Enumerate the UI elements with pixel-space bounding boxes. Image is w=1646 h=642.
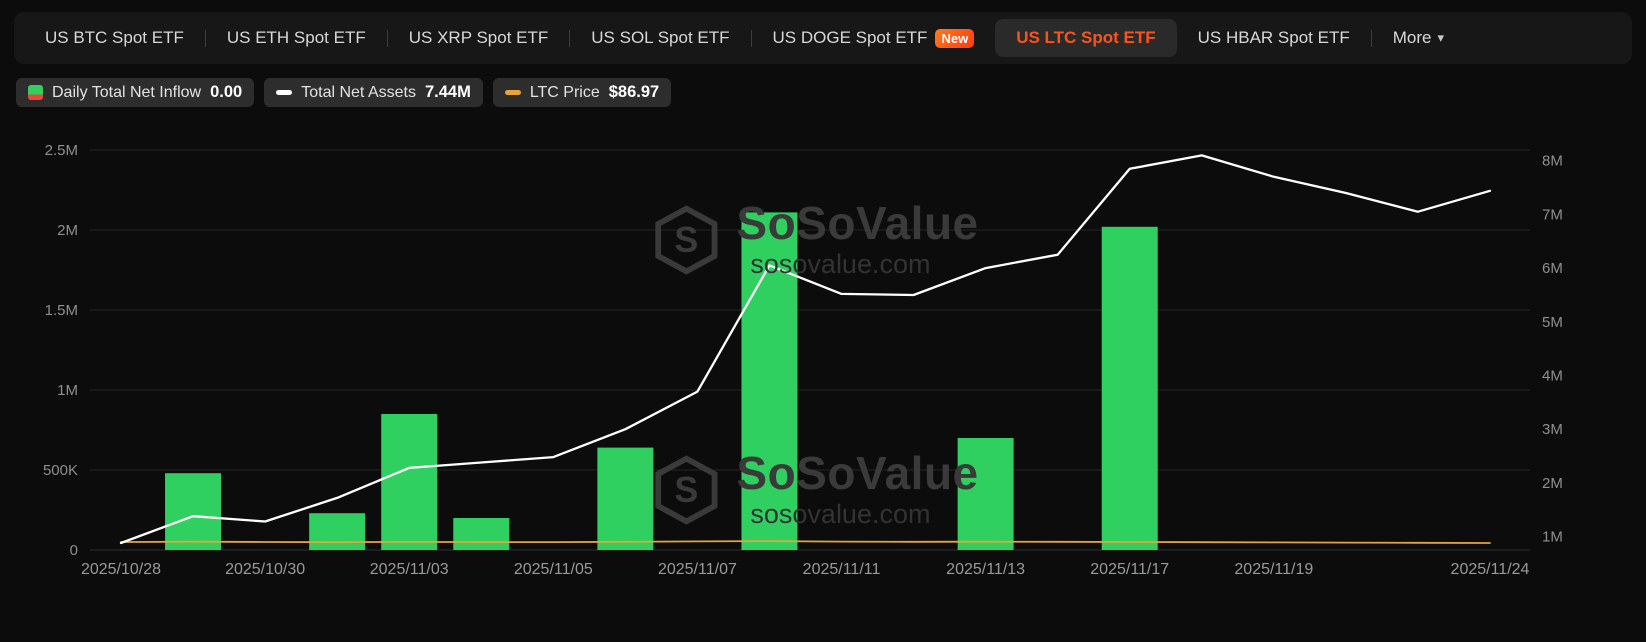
legend-value: $86.97 [608, 83, 660, 101]
more-tabs-button[interactable]: More ▾ [1372, 19, 1465, 57]
svg-text:2025/11/17: 2025/11/17 [1090, 561, 1169, 578]
svg-text:3M: 3M [1542, 421, 1563, 438]
tab-us-btc-spot-etf[interactable]: US BTC Spot ETF [24, 19, 205, 57]
tab-us-hbar-spot-etf[interactable]: US HBAR Spot ETF [1177, 19, 1371, 57]
svg-text:2025/11/24: 2025/11/24 [1451, 561, 1530, 578]
svg-text:2025/11/11: 2025/11/11 [803, 561, 881, 578]
legend-label: Daily Total Net Inflow [52, 83, 202, 101]
tab-label: US HBAR Spot ETF [1197, 28, 1350, 47]
legend-total-net-assets[interactable]: Total Net Assets 7.44M [264, 78, 483, 107]
new-badge: New [935, 28, 975, 48]
tab-label: US XRP Spot ETF [408, 28, 549, 47]
svg-text:4M: 4M [1542, 368, 1563, 385]
svg-text:0: 0 [70, 542, 78, 559]
tab-label: US BTC Spot ETF [45, 28, 184, 47]
etf-flow-chart[interactable]: 0 500K 1M 1.5M 2M 2.5M 1M 2M 3M 4M 5M 6M 7M 8M 2025/10… [0, 113, 1646, 613]
legend-value: 7.44M [424, 83, 471, 101]
svg-text:2025/10/28: 2025/10/28 [81, 561, 161, 578]
tab-separator [1370, 29, 1372, 47]
tab-separator [569, 29, 571, 47]
tab-separator [204, 29, 206, 47]
tab-label: US DOGE Spot ETF [772, 28, 928, 47]
svg-text:2025/11/13: 2025/11/13 [946, 561, 1025, 578]
more-label: More [1392, 28, 1432, 47]
price-line-icon [504, 90, 521, 95]
assets-line-icon [276, 90, 293, 95]
etf-tab-bar: US BTC Spot ETF US ETH Spot ETF US XRP S… [14, 12, 1632, 64]
svg-text:1M: 1M [57, 382, 78, 399]
chart-area: 0 500K 1M 1.5M 2M 2.5M 1M 2M 3M 4M 5M 6M 7M 8M 2025/10… [0, 113, 1646, 613]
legend-value: 0.00 [210, 83, 243, 101]
tab-us-doge-spot-etf[interactable]: US DOGE Spot ETF New [752, 19, 996, 57]
svg-text:2.5M: 2.5M [45, 142, 78, 159]
chart-legend: Daily Total Net Inflow 0.00 Total Net As… [16, 78, 1646, 107]
svg-text:500K: 500K [43, 462, 78, 479]
svg-text:2M: 2M [1542, 475, 1563, 492]
inflow-bar-icon [28, 85, 43, 100]
svg-text:2025/11/07: 2025/11/07 [658, 561, 737, 578]
tab-label: US SOL Spot ETF [591, 28, 730, 47]
tab-label: US LTC Spot ETF [1016, 28, 1156, 47]
svg-text:6M: 6M [1542, 260, 1563, 277]
legend-label: Total Net Assets [301, 83, 416, 101]
svg-text:8M: 8M [1542, 153, 1563, 170]
svg-text:2025/11/19: 2025/11/19 [1234, 561, 1313, 578]
svg-text:2M: 2M [57, 222, 78, 239]
svg-text:1.5M: 1.5M [45, 302, 78, 319]
svg-text:7M: 7M [1542, 206, 1563, 223]
tab-us-sol-spot-etf[interactable]: US SOL Spot ETF [570, 19, 750, 57]
svg-text:2025/10/30: 2025/10/30 [225, 561, 305, 578]
svg-text:2025/11/05: 2025/11/05 [514, 561, 593, 578]
tab-separator [386, 29, 388, 47]
chevron-down-icon: ▾ [1437, 30, 1445, 45]
tab-separator [750, 29, 752, 47]
tab-us-eth-spot-etf[interactable]: US ETH Spot ETF [206, 19, 387, 57]
svg-text:1M: 1M [1542, 529, 1563, 546]
svg-text:5M: 5M [1542, 314, 1563, 331]
tab-us-xrp-spot-etf[interactable]: US XRP Spot ETF [388, 19, 570, 57]
legend-daily-net-inflow[interactable]: Daily Total Net Inflow 0.00 [16, 78, 255, 107]
svg-text:2025/11/03: 2025/11/03 [370, 561, 449, 578]
legend-label: LTC Price [529, 83, 600, 101]
tab-label: US ETH Spot ETF [226, 28, 366, 47]
legend-ltc-price[interactable]: LTC Price $86.97 [492, 78, 672, 107]
tab-us-ltc-spot-etf[interactable]: US LTC Spot ETF [995, 19, 1177, 57]
